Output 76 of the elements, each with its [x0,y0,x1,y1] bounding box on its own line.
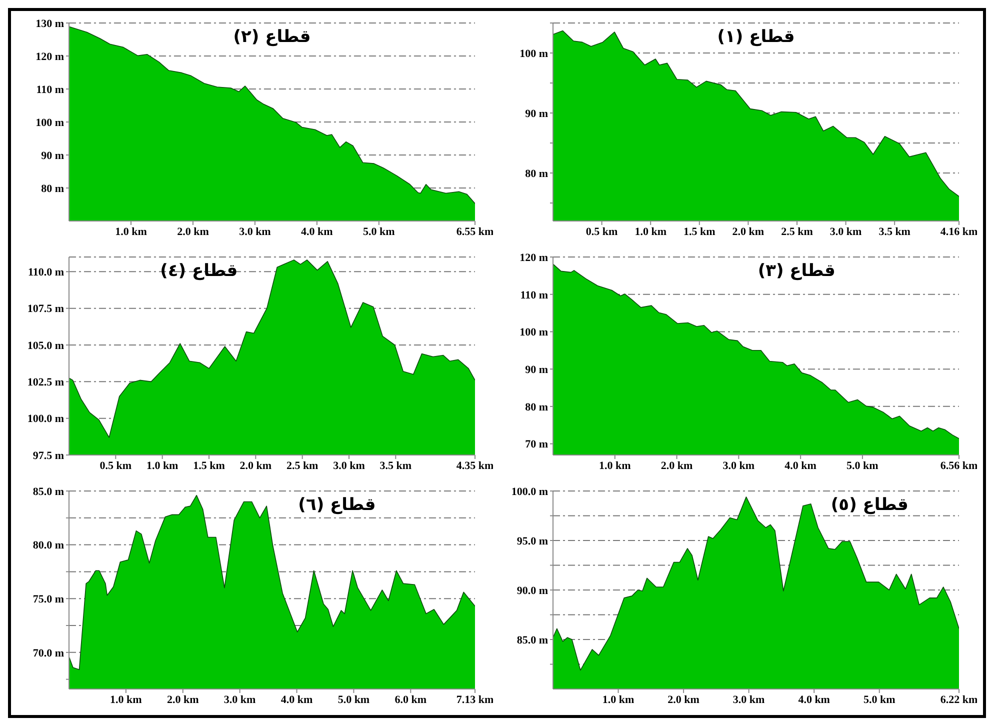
x-tick-label: 0.5 km [586,226,618,238]
y-tick-label: 80.0 m [32,540,64,552]
x-tick-label: 5.0 km [846,460,878,472]
chart-title: قطاع (٢) [233,27,311,47]
y-tick-label: 130 m [36,18,64,30]
y-tick-label: 107.5 m [27,303,64,316]
x-tick-label: 1.0 km [634,226,666,238]
x-tick-label: 3.0 km [722,460,755,472]
y-tick-label: 120 m [36,50,64,63]
y-tick-label: 110 m [520,289,548,302]
x-tick-label: 2.0 km [668,694,700,706]
x-tick-label: 6.55 km [456,226,494,238]
x-tick-label: 4.0 km [301,226,333,238]
y-tick-label: 90 m [41,150,64,162]
x-tick-label: 3.0 km [224,694,256,706]
x-tick-label: 1.0 km [110,694,142,706]
x-tick-label: 2.0 km [732,226,764,238]
x-tick-label: 2.0 km [240,460,272,472]
x-tick-label: 5.0 km [338,694,370,706]
x-tick-label: 6.22 km [940,694,978,706]
x-tick-label: 6.0 km [394,694,427,706]
y-tick-label: 75.0 m [32,594,64,606]
y-tick-label: 100.0 m [511,486,548,498]
x-tick-label: 5.0 km [363,226,395,238]
y-tick-label: 90.0 m [516,584,548,597]
y-tick-label: 100.0 m [27,413,64,426]
y-tick-label: 80 m [41,182,64,195]
y-tick-label: 100 m [520,48,548,60]
y-tick-label: 95.0 m [516,535,548,548]
chart-title: قطاع (٣) [758,261,836,281]
y-tick-label: 85.0 m [516,634,548,646]
x-tick-label: 2.5 km [781,226,813,238]
x-tick-label: 1.0 km [602,694,634,706]
x-tick-label: 2.0 km [660,460,693,472]
x-tick-label: 4.0 km [798,694,830,706]
x-tick-label: 3.5 km [878,226,910,238]
x-tick-label: 0.5 km [100,460,132,472]
x-tick-label: 1.0 km [599,460,631,472]
y-tick-label: 70.0 m [32,647,64,660]
x-tick-label: 4.0 km [784,460,816,472]
x-tick-label: 5.0 km [863,694,896,706]
y-tick-label: 102.5 m [27,376,64,389]
y-tick-label: 120 m [520,252,548,264]
y-tick-label: 85.0 m [32,486,64,498]
y-tick-label: 110.0 m [28,266,64,279]
x-tick-label: 1.0 km [146,460,178,472]
y-tick-label: 90 m [525,108,548,120]
chart-title: قطاع (٥) [830,495,908,515]
x-tick-label: 7.13 km [456,694,494,706]
x-tick-label: 2.0 km [177,226,209,238]
y-tick-label: 105.0 m [27,340,64,352]
y-tick-label: 80 m [525,401,548,414]
x-tick-label: 4.0 km [280,694,313,706]
x-tick-label: 2.5 km [286,460,318,472]
x-tick-label: 1.0 km [115,226,147,238]
y-tick-label: 70 m [525,438,548,451]
x-tick-label: 2.0 km [166,694,199,706]
x-tick-label: 3.0 km [239,226,271,238]
chart-title: قطاع (٤) [160,261,238,281]
chart-title: قطاع (٦) [298,495,376,515]
x-tick-label: 4.16 km [940,226,978,238]
y-tick-label: 80 m [525,168,548,180]
chart-title: قطاع (١) [717,27,795,47]
y-tick-label: 100 m [36,116,64,129]
x-tick-label: 6.56 km [940,460,978,472]
x-tick-label: 1.5 km [193,460,225,472]
y-tick-label: 100 m [520,326,548,339]
x-tick-label: 3.5 km [380,460,412,472]
y-tick-label: 90 m [525,364,548,376]
x-tick-label: 3.0 km [732,694,765,706]
x-tick-label: 3.0 km [830,226,862,238]
x-tick-label: 3.0 km [333,460,365,472]
y-tick-label: 110 m [36,84,64,96]
x-tick-label: 4.35 km [456,460,494,472]
y-tick-label: 97.5 m [32,450,64,462]
x-tick-label: 1.5 km [684,226,716,238]
